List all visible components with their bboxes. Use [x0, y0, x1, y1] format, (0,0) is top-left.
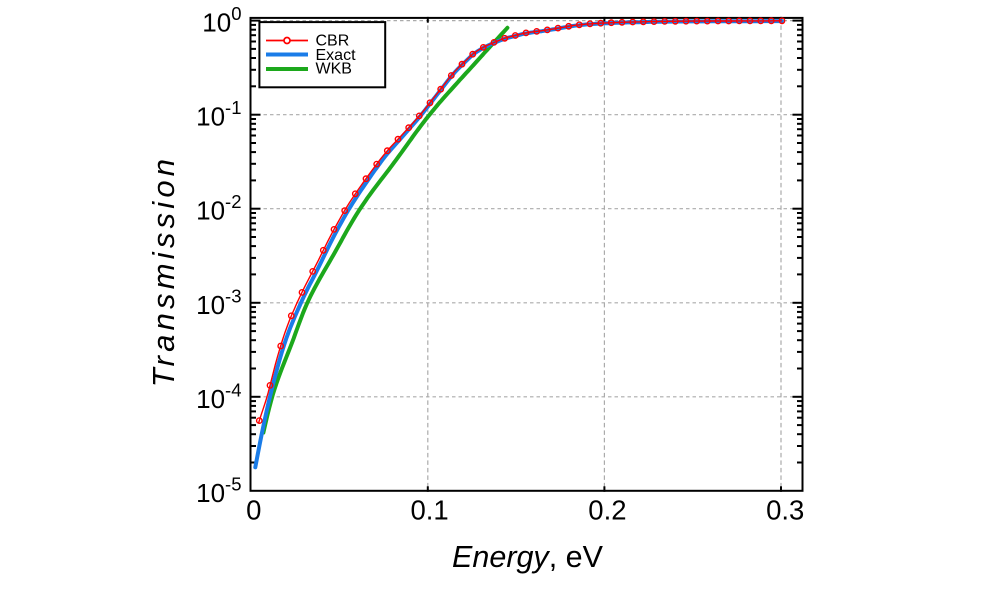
svg-text:10-5: 10-5	[196, 473, 241, 508]
svg-text:10-2: 10-2	[196, 191, 241, 226]
svg-text:CBR: CBR	[316, 33, 350, 50]
svg-text:Transmission: Transmission	[146, 155, 181, 387]
svg-text:10-3: 10-3	[196, 285, 241, 320]
svg-text:0.2: 0.2	[588, 495, 626, 526]
svg-text:100: 100	[202, 3, 241, 38]
svg-text:10-4: 10-4	[196, 379, 241, 414]
svg-text:Energy, eV: Energy, eV	[452, 540, 604, 574]
svg-text:10-1: 10-1	[196, 97, 241, 132]
svg-text:WKB: WKB	[316, 61, 352, 78]
svg-text:0: 0	[246, 495, 261, 526]
svg-text:0.3: 0.3	[766, 495, 804, 526]
svg-text:0.1: 0.1	[410, 495, 448, 526]
svg-text:Exact: Exact	[316, 47, 357, 64]
